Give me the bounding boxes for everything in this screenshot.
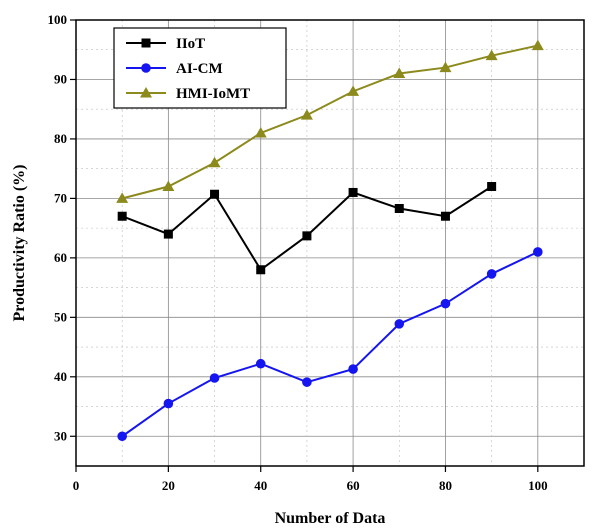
data-point-hmi-iomt — [439, 61, 452, 73]
data-point-hmi-iomt — [208, 156, 221, 168]
plot-area-frame — [75, 19, 585, 467]
data-point-ai-cm — [394, 319, 405, 329]
data-point-ai-cm — [209, 373, 220, 383]
data-point-iiot — [117, 211, 127, 221]
data-point-ai-cm — [117, 431, 127, 442]
x-tick-label: 40 — [254, 478, 267, 493]
data-point-ai-cm — [486, 269, 497, 279]
data-point-ai-cm — [440, 298, 451, 309]
y-tick-label: 80 — [54, 131, 67, 146]
series-layer — [116, 39, 544, 442]
data-point-ai-cm — [348, 364, 358, 374]
data-point-hmi-iomt — [116, 192, 129, 203]
data-point-hmi-iomt — [162, 180, 175, 192]
legend-marker — [141, 63, 151, 73]
legend: IIoT AI-CM HMI-IoMT — [113, 27, 287, 109]
data-point-iiot — [487, 182, 497, 192]
legend-label: AI-CM — [176, 61, 223, 77]
x-tick-label: 0 — [73, 478, 80, 493]
data-point-hmi-iomt — [393, 67, 406, 79]
axis-ticks: 0 20 40 60 80 100 30 40 50 60 70 80 90 100 — [48, 12, 548, 493]
x-tick-label: 60 — [347, 478, 360, 493]
y-tick-label: 30 — [54, 428, 67, 443]
y-tick-label: 50 — [54, 309, 67, 324]
series-line-hmi-iomt — [121, 44, 539, 200]
y-tick-label: 40 — [54, 369, 67, 384]
data-point-iiot — [302, 231, 312, 241]
data-point-iiot — [256, 265, 266, 275]
y-tick-label: 90 — [54, 71, 67, 86]
y-tick-label: 60 — [54, 250, 67, 265]
data-point-iiot — [394, 204, 404, 214]
x-tick-label: 80 — [439, 478, 452, 493]
legend-item-ai-cm: AI-CM — [126, 61, 223, 77]
data-point-iiot — [440, 211, 450, 221]
data-point-iiot — [348, 187, 358, 197]
data-point-ai-cm — [255, 358, 266, 369]
series-ai-cm — [117, 247, 543, 442]
legend-marker — [141, 38, 151, 48]
y-tick-label: 100 — [48, 12, 68, 27]
data-point-hmi-iomt — [347, 85, 360, 96]
series-hmi-iomt — [116, 39, 544, 203]
y-tick-label: 70 — [54, 190, 67, 205]
legend-label: IIoT — [176, 36, 205, 52]
data-point-hmi-iomt — [485, 49, 498, 61]
legend-item-iiot: IIoT — [126, 36, 205, 52]
legend-marker — [140, 87, 152, 98]
legend-item-hmi-iomt: HMI-IoMT — [126, 86, 250, 102]
legend-label: HMI-IoMT — [176, 86, 250, 102]
series-iiot — [117, 182, 497, 275]
data-point-hmi-iomt — [254, 126, 267, 138]
data-point-iiot — [210, 189, 220, 199]
series-line-ai-cm — [121, 251, 539, 438]
data-point-ai-cm — [163, 398, 174, 409]
y-axis-title: Productivity Ratio (%) — [11, 164, 28, 321]
x-axis-title: Number of Data — [275, 510, 386, 527]
data-point-ai-cm — [302, 377, 312, 387]
data-point-ai-cm — [533, 247, 543, 257]
data-point-hmi-iomt — [531, 39, 544, 51]
x-tick-label: 100 — [528, 478, 548, 493]
data-point-hmi-iomt — [300, 109, 313, 120]
x-tick-label: 20 — [162, 478, 175, 493]
data-point-iiot — [163, 229, 173, 239]
